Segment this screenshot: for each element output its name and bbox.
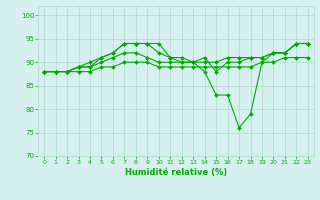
X-axis label: Humidité relative (%): Humidité relative (%) [125,168,227,177]
